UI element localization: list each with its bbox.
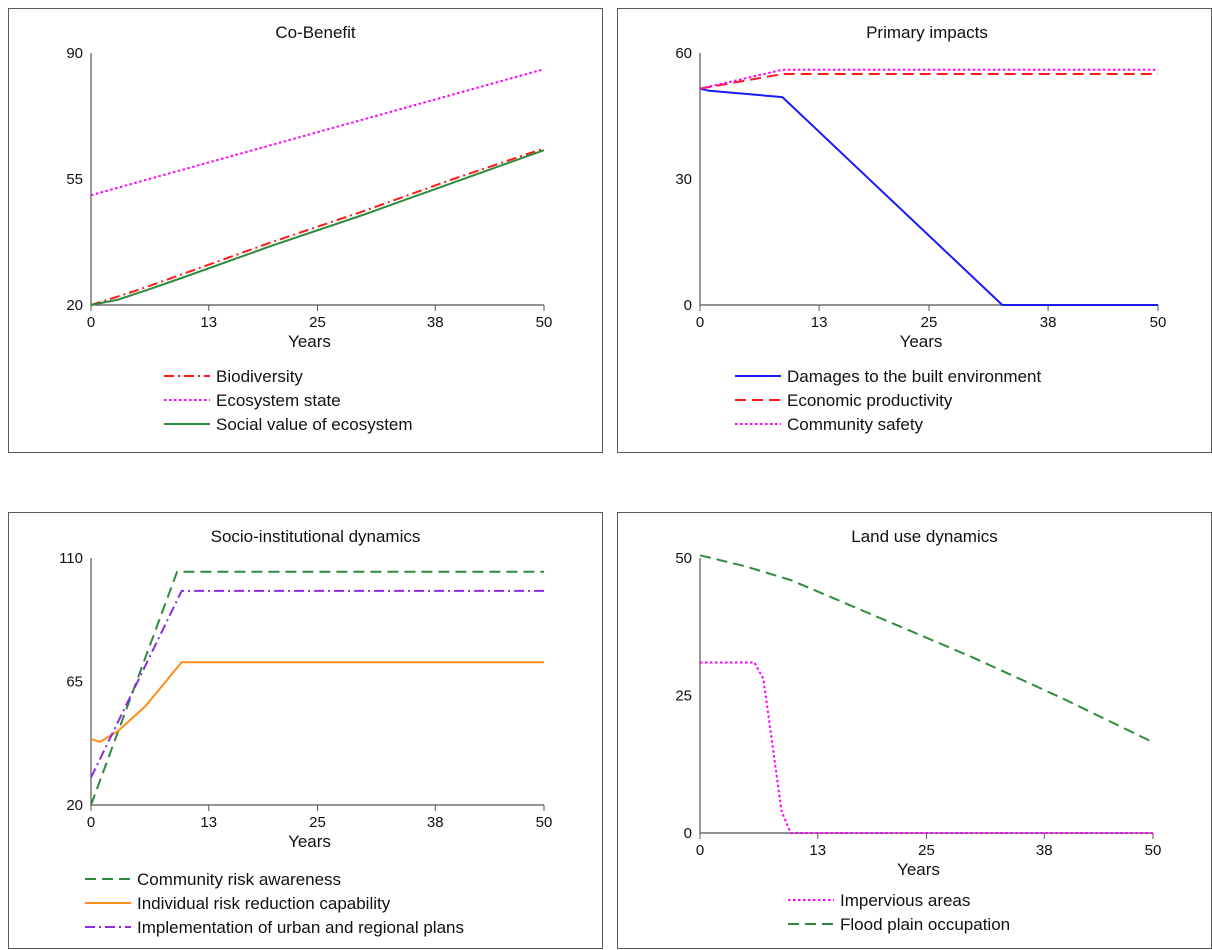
x-tick-label: 0 xyxy=(87,314,95,331)
series-line-community-risk-awareness xyxy=(90,570,544,806)
x-axis-label: Years xyxy=(288,832,331,851)
y-tick-label: 30 xyxy=(675,171,692,188)
series-line-flood-plain-occupation xyxy=(699,554,1154,744)
series-line-individual-risk-reduction-capability xyxy=(90,661,544,743)
y-tick-label: 20 xyxy=(66,297,83,314)
x-tick-label: 50 xyxy=(1150,314,1167,331)
chart-svg: Co-Benefit 0 13 25 38 50 20 55 90 Years Biodiversi… xyxy=(66,23,553,434)
x-tick-label: 0 xyxy=(87,814,95,831)
legend-label: Community safety xyxy=(787,415,924,434)
x-tick-label: 0 xyxy=(696,842,704,859)
series-line-biodiversity xyxy=(90,147,545,306)
legend-label: Damages to the built environment xyxy=(787,367,1041,386)
series-line-damages-to-the-built-environment xyxy=(699,87,1158,306)
legend-label: Implementation of urban and regional pla… xyxy=(137,918,464,937)
x-tick-label: 38 xyxy=(427,314,444,331)
chart-svg: Socio-institutional dynamics 0 13 25 38 50 20 6… xyxy=(59,527,553,937)
x-tick-label: 25 xyxy=(921,314,938,331)
legend-label: Economic productivity xyxy=(787,391,953,410)
legend-label: Social value of ecosystem xyxy=(216,415,413,434)
chart-panel-land-use-dynamics: Land use dynamics 0 13 25 38 50 0 25 50 Years Impe… xyxy=(617,512,1212,949)
x-tick-label: 13 xyxy=(200,314,217,331)
y-tick-label: 110 xyxy=(59,550,83,567)
x-axis-label: Years xyxy=(288,332,331,351)
x-tick-label: 50 xyxy=(536,314,553,331)
x-tick-label: 50 xyxy=(536,814,553,831)
chart-svg: Land use dynamics 0 13 25 38 50 0 25 50 Years Impe… xyxy=(675,527,1162,934)
y-tick-label: 65 xyxy=(66,674,83,691)
x-axis-label: Years xyxy=(900,332,943,351)
x-tick-label: 50 xyxy=(1145,842,1162,859)
x-axis-label: Years xyxy=(897,860,940,879)
x-tick-label: 38 xyxy=(1040,314,1057,331)
series-line-community-safety xyxy=(699,68,1158,90)
x-tick-label: 13 xyxy=(200,814,217,831)
legend-label: Impervious areas xyxy=(840,891,970,910)
x-tick-label: 25 xyxy=(918,842,935,859)
x-tick-label: 38 xyxy=(1036,842,1053,859)
series-line-implementation-of-urban-and-regional-plans xyxy=(90,589,544,779)
chart-panel-co-benefit: Co-Benefit 0 13 25 38 50 20 55 90 Years Biodiversi… xyxy=(8,8,603,453)
legend-label: Flood plain occupation xyxy=(840,915,1010,934)
series-line-social-value-of-ecosystem xyxy=(90,149,545,306)
chart-title: Co-Benefit xyxy=(275,23,356,42)
chart-svg: Primary impacts 0 13 25 38 50 0 30 60 Years Damage… xyxy=(675,23,1167,434)
chart-title: Land use dynamics xyxy=(851,527,997,546)
y-tick-label: 50 xyxy=(675,550,692,567)
y-tick-label: 55 xyxy=(66,171,83,188)
x-tick-label: 0 xyxy=(696,314,704,331)
x-tick-label: 25 xyxy=(309,814,326,831)
x-tick-label: 13 xyxy=(811,314,828,331)
y-tick-label: 20 xyxy=(66,797,83,814)
legend-label: Ecosystem state xyxy=(216,391,341,410)
chart-title: Socio-institutional dynamics xyxy=(211,527,421,546)
legend-label: Individual risk reduction capability xyxy=(137,894,391,913)
chart-panel-socio-institutional-dynamics: Socio-institutional dynamics 0 13 25 38 50 20 6… xyxy=(8,512,603,949)
y-tick-label: 25 xyxy=(675,688,692,705)
y-tick-label: 0 xyxy=(684,297,692,314)
x-tick-label: 25 xyxy=(309,314,326,331)
series-line-economic-productivity xyxy=(699,73,1158,90)
series-line-ecosystem-state xyxy=(90,68,545,197)
x-tick-label: 13 xyxy=(809,842,826,859)
series-line-impervious-areas xyxy=(700,661,1153,834)
x-tick-label: 38 xyxy=(427,814,444,831)
legend-label: Biodiversity xyxy=(216,367,303,386)
chart-panel-primary-impacts: Primary impacts 0 13 25 38 50 0 30 60 Years Damage… xyxy=(617,8,1212,453)
chart-title: Primary impacts xyxy=(866,23,988,42)
y-tick-label: 60 xyxy=(675,45,692,62)
y-tick-label: 0 xyxy=(684,825,692,842)
y-tick-label: 90 xyxy=(66,45,83,62)
legend-label: Community risk awareness xyxy=(137,870,341,889)
